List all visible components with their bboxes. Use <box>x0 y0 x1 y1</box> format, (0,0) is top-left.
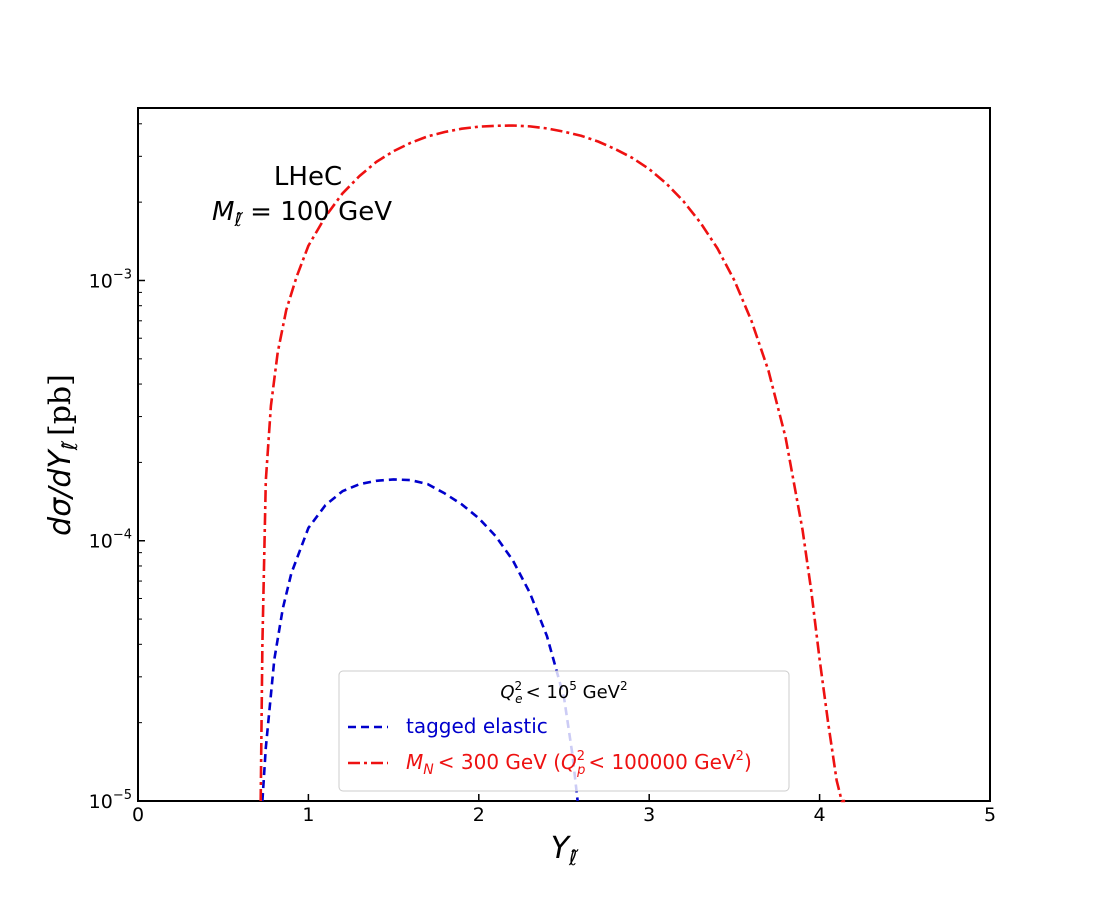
legend-title: Q2 e < 105 GeV2 <box>500 679 627 706</box>
y-axis-label-unit: [pb] <box>43 374 78 436</box>
legend-label-inelastic: MN < 300 GeV (Q2 p < 100000 GeV2) <box>406 749 752 778</box>
legend-title-exp: 5 <box>569 679 577 693</box>
annotation-mass-value: = 100 GeV <box>242 197 392 227</box>
y-tick-label: 10−5 <box>89 788 132 813</box>
legend-title-unit-sup: 2 <box>620 679 628 693</box>
y-tick-label: 10−3 <box>89 267 132 292</box>
legend: Q2 e < 105 GeV2 tagged elastic MN < 300 GeV… <box>338 670 790 792</box>
y-tick-label-base: 10 <box>89 270 113 292</box>
x-tick-label: 5 <box>984 804 996 826</box>
legend-title-var-sup: 2 <box>515 679 523 693</box>
legend-title-var: Q <box>500 682 514 703</box>
leg-inel-sup2: 2 <box>577 749 585 764</box>
y-axis-label-main: dσ/dY <box>43 448 78 536</box>
leg-inel-var: M <box>406 750 423 774</box>
annotation-mass-var: M <box>212 197 234 227</box>
annotation-mass-sub: ℓ̃ <box>233 210 243 231</box>
x-tick-label: 1 <box>302 804 314 826</box>
y-tick-label-exp: −4 <box>113 528 132 543</box>
legend-title-mid: < 10 <box>526 682 570 703</box>
series-group <box>259 124 846 803</box>
y-axis-minor-ticks <box>138 123 142 724</box>
y-tick-label: 10−4 <box>89 528 132 553</box>
leg-inel-sub: N <box>423 762 434 778</box>
legend-box <box>338 670 790 792</box>
x-axis-ticks: 0 1 2 3 4 5 <box>132 794 996 826</box>
x-tick-label: 0 <box>132 804 144 826</box>
x-tick-label: 2 <box>473 804 485 826</box>
leg-inel-var2: Q <box>561 750 577 774</box>
series-line-inelastic <box>259 124 846 803</box>
y-axis-ticks: 10−310−410−5 <box>89 267 145 813</box>
plot-frame <box>137 107 991 802</box>
y-tick-label-exp: −3 <box>113 267 132 282</box>
x-tick-label: 3 <box>643 804 655 826</box>
leg-inel-rest2: < 100000 GeV <box>588 750 736 774</box>
leg-inel-rest: < 300 GeV ( <box>438 750 561 774</box>
x-axis-label: Yℓ̃ <box>551 831 580 870</box>
legend-title-unit: GeV <box>577 682 621 703</box>
legend-title-var-sub: e <box>515 692 522 706</box>
y-tick-label-base: 10 <box>89 791 113 813</box>
x-tick-label: 4 <box>814 804 826 826</box>
y-axis-label: dσ/dYℓ̃ [pb] <box>43 374 82 536</box>
x-axis-label-main: Y <box>551 831 572 866</box>
legend-label-tagged-elastic: tagged elastic <box>406 714 548 738</box>
y-tick-label-base: 10 <box>89 531 113 553</box>
y-axis-label-sub: ℓ̃ <box>58 440 82 451</box>
y-tick-label-exp: −5 <box>113 788 132 803</box>
leg-inel-sup3: 2 <box>736 749 744 764</box>
annotation-mass: Mℓ̃ = 100 GeV <box>212 197 392 231</box>
x-axis-label-sub: ℓ̃ <box>568 846 579 870</box>
leg-inel-sub2: p <box>576 763 585 778</box>
leg-inel-end: ) <box>744 750 752 774</box>
annotation-collider: LHeC <box>274 162 342 192</box>
